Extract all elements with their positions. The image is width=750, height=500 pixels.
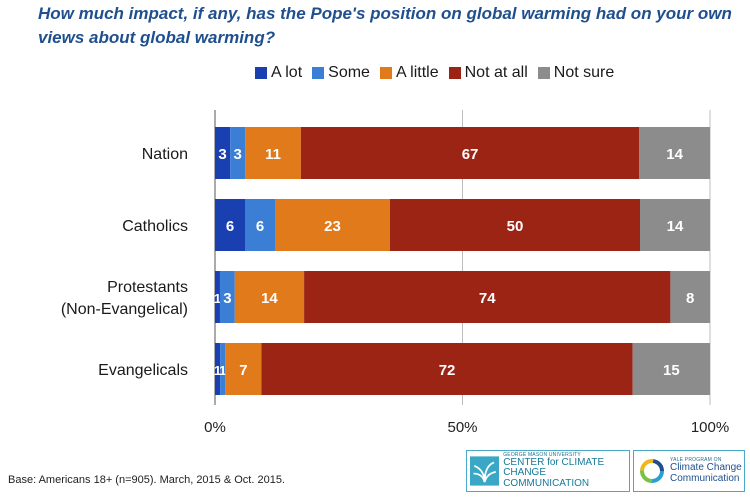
bar-value-label: 14 <box>667 218 684 235</box>
legend-swatch <box>448 67 461 79</box>
category-label: Nation <box>142 146 188 163</box>
bar-segment <box>275 199 390 251</box>
gmu-logo-icon <box>470 456 500 486</box>
gmu-logo-small-text: GEORGE MASON UNIVERSITY <box>503 451 581 458</box>
legend-item: Not at all <box>448 64 528 82</box>
legend-swatch <box>537 67 550 79</box>
bar-segment <box>670 271 710 323</box>
gmu-logo-line1: CENTER for CLIMATE CHANGE <box>503 456 605 479</box>
bar-value-label: 74 <box>479 290 496 307</box>
chart-title: How much impact, if any, has the Pope's … <box>38 4 732 47</box>
legend-label: Not at all <box>464 64 528 81</box>
bar-value-label: 1 <box>214 363 221 378</box>
legend-item: Some <box>312 64 370 82</box>
bar-value-label: 23 <box>324 218 341 235</box>
bar-value-label: 72 <box>439 362 456 379</box>
bar-value-label: 1 <box>214 291 221 306</box>
yale-logo-line1: Climate Change <box>670 462 742 474</box>
bar-segment <box>390 199 640 251</box>
bar-segment <box>304 271 671 323</box>
category-label: Evangelicals <box>98 362 188 379</box>
x-tick-label: 0% <box>204 419 226 436</box>
bar-value-label: 3 <box>234 146 242 163</box>
bar-value-label: 15 <box>663 362 680 379</box>
legend-label: Some <box>328 64 370 81</box>
legend-swatch <box>379 67 392 79</box>
yale-climate-change-logo: YALE PROGRAM ON Climate Change Communica… <box>633 450 745 492</box>
bar-segment <box>220 343 226 395</box>
category-label: Catholics <box>122 218 188 235</box>
bar-value-label: 67 <box>462 146 479 163</box>
bar-segment <box>632 343 710 395</box>
category-label: (Non-Evangelical) <box>61 301 188 318</box>
bar-segment <box>300 127 640 179</box>
bar-segment <box>639 127 710 179</box>
bar-value-label: 14 <box>261 290 278 307</box>
bar-segment <box>261 343 633 395</box>
bar-value-label: 8 <box>686 290 694 307</box>
bar-segment <box>225 343 262 395</box>
legend-label: A little <box>395 64 439 81</box>
category-label: Protestants <box>107 279 188 296</box>
bar-value-label: 50 <box>507 218 524 235</box>
x-tick-label: 50% <box>447 419 477 436</box>
bar-segment <box>215 127 231 179</box>
legend: A lot Some A little Not at all Not sure <box>255 62 614 84</box>
legend-item: Not sure <box>537 64 615 82</box>
bar-value-label: 1 <box>219 363 226 378</box>
bar-segment <box>219 271 235 323</box>
bar-segment <box>215 343 221 395</box>
footnote: Base: Americans 18+ (n=905). March, 2015… <box>8 474 285 486</box>
legend-swatch <box>255 67 267 79</box>
bar-value-label: 11 <box>265 146 281 163</box>
legend-label: A lot <box>271 64 303 81</box>
yale-logo-small-text: YALE PROGRAM ON <box>670 456 722 463</box>
gmu-logo-line2: COMMUNICATION <box>503 477 590 489</box>
legend-label: Not sure <box>553 64 615 81</box>
bar-value-label: 7 <box>239 362 247 379</box>
gmu-center-climate-change-logo: GEORGE MASON UNIVERSITY CENTER for CLIMA… <box>466 450 630 492</box>
bar-segment <box>245 127 301 179</box>
bar-segment <box>215 199 245 251</box>
bar-value-label: 3 <box>223 290 231 307</box>
legend-item: A lot <box>255 64 302 82</box>
bar-segment <box>215 271 220 323</box>
bar-segment <box>230 127 246 179</box>
x-tick-label: 100% <box>691 419 729 436</box>
yale-logo-ring-icon <box>640 459 664 483</box>
yale-logo-line2: Communication <box>670 472 740 484</box>
bar-segment <box>245 199 275 251</box>
bar-value-label: 6 <box>226 218 234 235</box>
bar-segment <box>640 199 710 251</box>
stacked-bar-chart: 0% 50% 100% Nation Catholics Protestants (Non-… <box>61 110 729 436</box>
bar-value-label: 6 <box>256 218 264 235</box>
bar-value-label: 3 <box>218 146 226 163</box>
legend-swatch <box>312 67 325 79</box>
bar-value-label: 14 <box>666 146 683 163</box>
bar-segment <box>234 271 305 323</box>
legend-item: A little <box>379 64 439 82</box>
